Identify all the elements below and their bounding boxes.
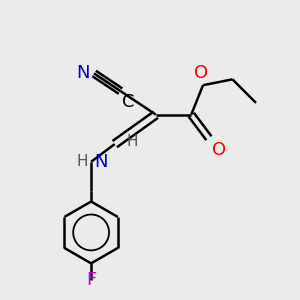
Text: H: H: [127, 134, 138, 149]
Text: O: O: [212, 141, 226, 159]
Text: N: N: [76, 64, 90, 82]
Text: O: O: [194, 64, 208, 82]
Text: H: H: [77, 154, 88, 169]
Text: C: C: [122, 93, 134, 111]
Text: N: N: [94, 153, 108, 171]
Text: F: F: [86, 271, 96, 289]
